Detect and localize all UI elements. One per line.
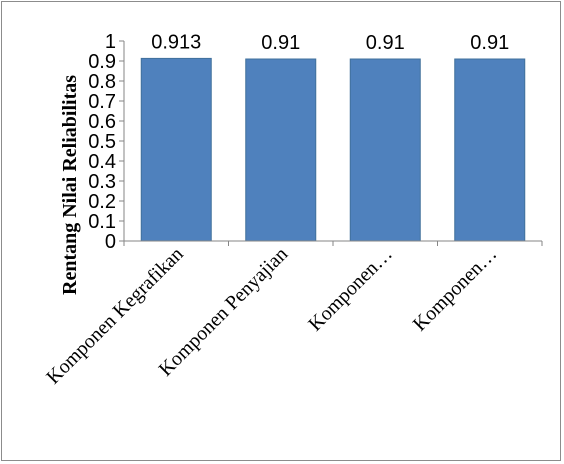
y-tick-label: 0.3 [88,171,116,193]
data-label: 0.91 [470,32,509,54]
data-labels: 0.913 0.91 0.91 0.91 [151,31,509,54]
y-tick-label: 0.1 [88,211,116,233]
y-tick-label: 1 [105,31,116,53]
y-tick-label: 0.6 [88,111,116,133]
y-tick-label: 0.7 [88,91,116,113]
bar [349,58,421,242]
axes [119,40,543,246]
x-category-label: Komponen… [409,243,502,336]
bar [140,57,212,242]
y-tick-label: 0 [105,231,116,253]
bar [454,58,526,242]
y-tick-label: 0.8 [88,71,116,93]
data-label: 0.91 [261,32,300,54]
data-label: 0.913 [151,31,201,53]
bars [140,57,526,242]
y-tick-label: 0.9 [88,51,116,73]
y-axis-ticks: 00.10.20.30.40.50.60.70.80.91 [88,31,116,253]
bar [245,58,317,242]
x-category-label: Komponen… [304,243,397,336]
y-tick-label: 0.2 [88,191,116,213]
data-label: 0.91 [366,32,405,54]
y-tick-label: 0.4 [88,151,116,173]
y-tick-label: 0.5 [88,131,116,153]
y-axis-label: Rentang Nilai Reliabilitas [59,75,81,295]
